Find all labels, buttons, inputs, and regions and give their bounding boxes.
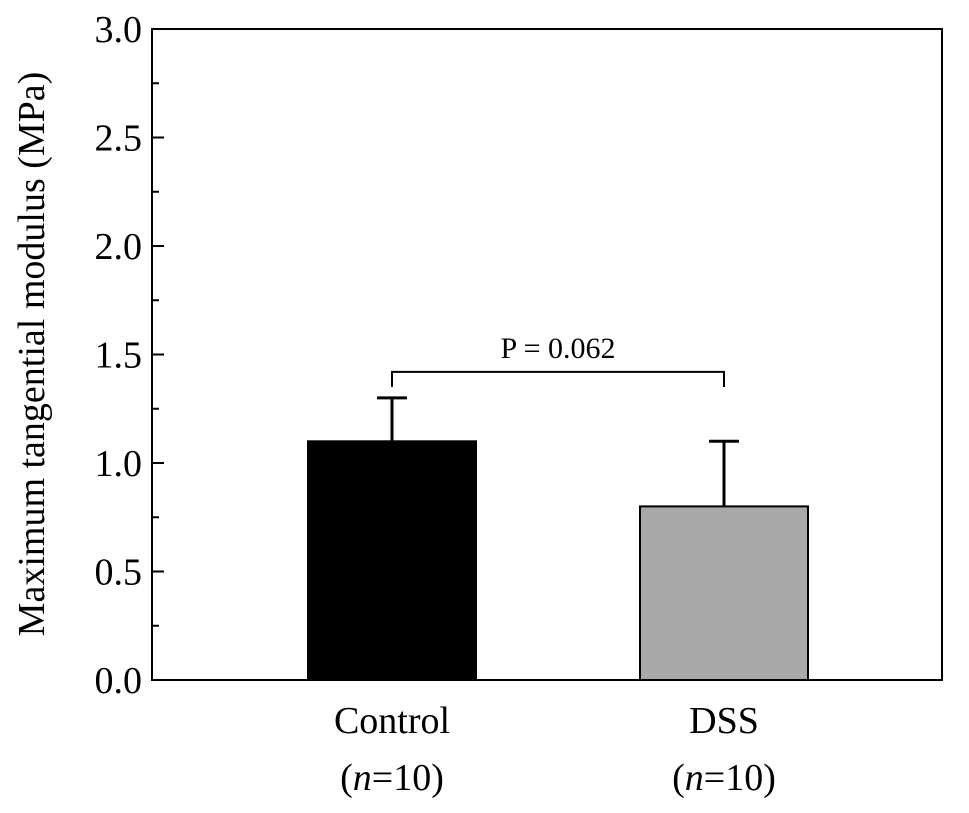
y-tick-label: 2.5 bbox=[95, 118, 143, 160]
bar-dss bbox=[639, 505, 809, 681]
bracket-line bbox=[391, 370, 725, 388]
y-tick-label: 0.5 bbox=[95, 552, 143, 594]
x-category-label: Control bbox=[334, 700, 450, 742]
y-axis: 0.0 0.5 1.0 1.5 2.0 2.5 3.0 bbox=[95, 9, 164, 702]
error-bars-group bbox=[377, 396, 739, 507]
y-tick-label: 0.0 bbox=[95, 660, 143, 702]
sample-size-open: ( bbox=[340, 757, 353, 799]
sample-size-n: n bbox=[353, 757, 372, 799]
y-tick-label: 2.0 bbox=[95, 226, 143, 268]
sample-size-open: ( bbox=[672, 757, 685, 799]
y-tick-label: 3.0 bbox=[95, 9, 143, 51]
significance-bracket: P = 0.062 bbox=[391, 332, 725, 388]
x-category-sample-size: (n=10) bbox=[672, 757, 776, 799]
sample-size-value: =10) bbox=[704, 757, 776, 799]
sample-size-n: n bbox=[685, 757, 704, 799]
bar-control bbox=[307, 440, 477, 681]
x-category-label: DSS bbox=[689, 700, 759, 742]
x-category-sample-size: (n=10) bbox=[340, 757, 444, 799]
y-tick-label: 1.5 bbox=[95, 335, 143, 377]
x-axis-categories: Control(n=10)DSS(n=10) bbox=[334, 700, 776, 799]
sample-size-value: =10) bbox=[372, 757, 444, 799]
bars-group bbox=[307, 440, 809, 681]
y-tick-label: 1.0 bbox=[95, 443, 143, 485]
y-axis-label: Maximum tangential modulus (MPa) bbox=[11, 72, 53, 637]
p-value-label: P = 0.062 bbox=[501, 332, 616, 365]
